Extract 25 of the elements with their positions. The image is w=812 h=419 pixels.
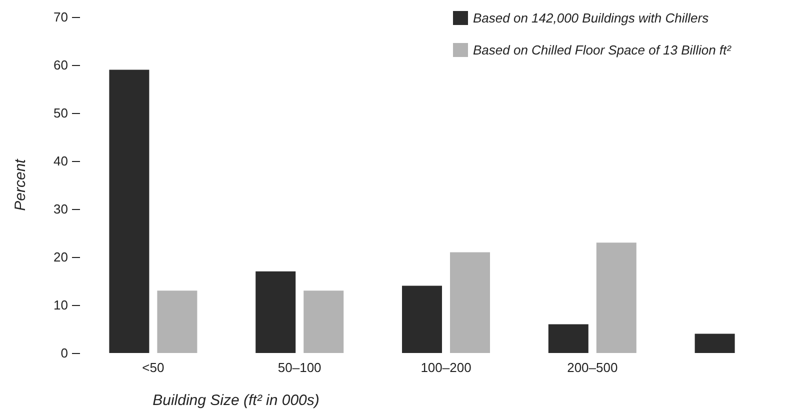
y-tick-label: 20 — [54, 250, 68, 264]
legend-label: Based on 142,000 Buildings with Chillers — [473, 10, 710, 26]
y-axis-title: Percent — [12, 158, 29, 211]
bar — [596, 242, 636, 353]
y-tick-label: 0 — [60, 346, 68, 360]
x-axis-title: Building Size (ft² in 000s) — [152, 392, 320, 409]
y-tick-label: 10 — [54, 298, 68, 312]
bar — [304, 290, 344, 353]
x-tick-label: 50–100 — [278, 360, 322, 375]
y-tick-label: 30 — [54, 202, 68, 216]
bar — [109, 70, 150, 353]
y-tick-label: 60 — [54, 58, 68, 72]
y-tick-label: 40 — [54, 154, 68, 168]
y-tick-label: 50 — [54, 106, 68, 120]
bar — [694, 334, 735, 353]
y-tick-label: 70 — [54, 10, 68, 24]
x-tick-label: 200–500 — [567, 360, 618, 375]
bar — [402, 286, 442, 353]
x-tick-label: 100–200 — [420, 360, 472, 375]
bar — [548, 324, 588, 353]
bar — [450, 252, 490, 353]
legend-label: Based on Chilled Floor Space of 13 Billion ft² — [473, 42, 732, 58]
x-tick-label: <50 — [142, 360, 164, 375]
bar — [256, 271, 296, 353]
bar — [157, 290, 198, 353]
